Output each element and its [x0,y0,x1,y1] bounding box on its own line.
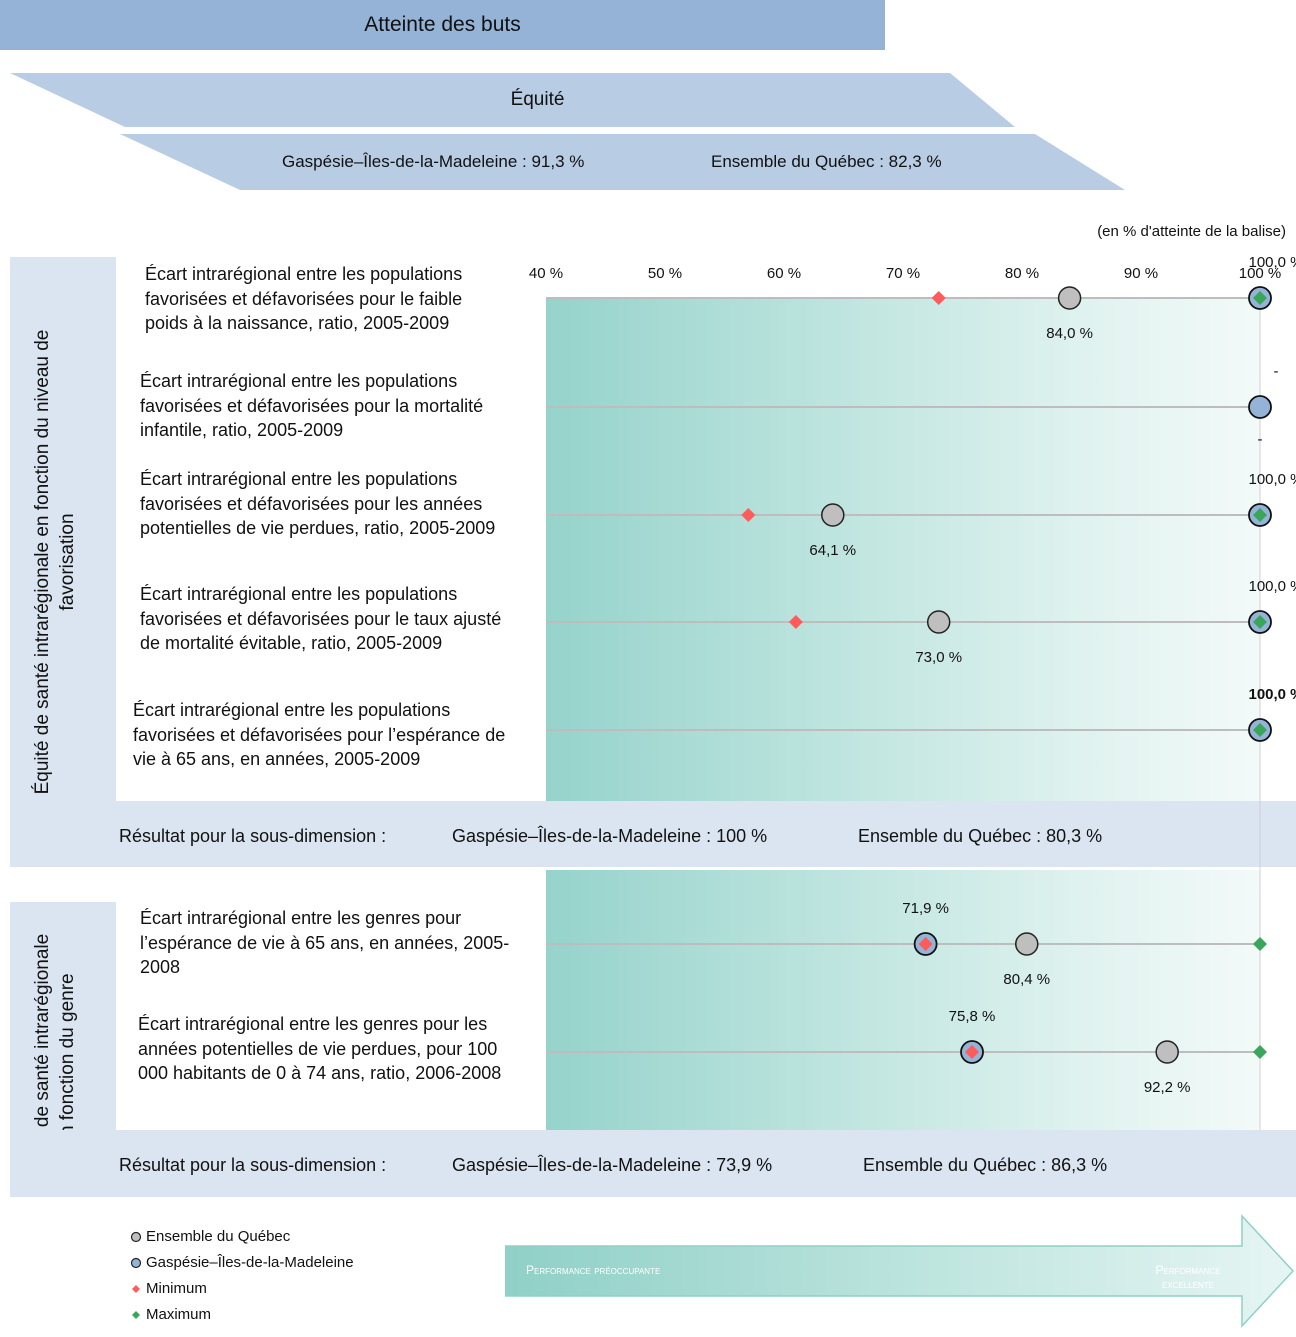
legend-region-label: Gaspésie–Îles-de-la-Madeleine [146,1254,354,1271]
quebec-value-label: 64,1 % [809,542,857,559]
indicator-label: Écart intrarégional entre les population… [145,264,463,333]
legend-max: Maximum [130,1302,354,1328]
score-band: Gaspésie–Îles-de-la-Madeleine : 91,3 % E… [120,134,1125,190]
quebec-marker [821,503,845,527]
quebec-marker [926,610,951,634]
legend-min: Minimum [130,1276,354,1302]
region-value-label: 100,0 % [1248,471,1296,488]
section1-gradient [546,297,1260,801]
indicator-label: Écart intrarégional entre les genres pou… [140,908,510,977]
quebec-value-label: 80,4 % [1003,971,1051,988]
performance-high-label: Performance excellente [1155,1263,1221,1291]
x-tick-label: 50 % [647,265,683,282]
max-marker [1253,291,1267,305]
x-tick-label: 70 % [885,265,921,282]
legend-region-marker [130,1257,142,1269]
section1-result-label: Résultat pour la sous-dimension : [119,826,387,846]
performance-arrow [505,1214,1295,1328]
goal-title: Atteinte des buts [364,13,521,36]
quebec-marker [1015,932,1039,956]
region-value-label-below: - [1257,431,1263,448]
equity-title: Équité [510,89,565,110]
max-marker [1253,508,1267,522]
min-marker [965,1045,980,1059]
region-value-label: 100,0 % [1248,686,1296,703]
performance-low-label: Performance préoccupante [526,1263,661,1277]
indicator-label: Écart intrarégional entre les population… [140,584,502,653]
region-score: Gaspésie–Îles-de-la-Madeleine : 91,3 % [282,152,585,171]
max-marker [1253,615,1267,629]
legend-region: Gaspésie–Îles-de-la-Madeleine [130,1250,354,1276]
section1-sidebar [10,257,116,867]
region-value-label: 100,0 % [1248,254,1296,271]
legend: Ensemble du Québec Gaspésie–Îles-de-la-M… [130,1224,354,1328]
max-marker [1253,723,1267,737]
legend-min-label: Minimum [146,1280,207,1297]
region-value-label: 71,9 % [902,900,949,917]
legend-min-marker [132,1285,140,1293]
quebec-marker [1057,286,1082,310]
legend-max-label: Maximum [146,1306,212,1323]
section2-result-label: Résultat pour la sous-dimension : [119,1155,387,1175]
max-marker [1253,937,1267,951]
score-band-shape [120,134,1125,190]
region-value-label: 100,0 % [1248,578,1296,595]
goal-banner: Atteinte des buts [0,0,885,50]
indicator-label: Écart intrarégional entre les population… [133,700,506,769]
legend-quebec: Ensemble du Québec [130,1224,354,1250]
x-tick-label: 80 % [1004,265,1040,282]
indicator-label: Écart intrarégional entre les genres pou… [138,1014,502,1083]
x-tick-label: 60 % [766,265,802,282]
section2-result-region: Gaspésie–Îles-de-la-Madeleine : 73,9 % [452,1155,773,1175]
quebec-score: Ensemble du Québec : 82,3 % [711,152,942,171]
min-marker [788,615,803,629]
min-marker [931,291,946,305]
region-value-label: - [1273,363,1279,380]
legend-quebec-marker [130,1231,142,1243]
quebec-value-label: 92,2 % [1143,1079,1191,1096]
max-marker [1253,1045,1267,1059]
quebec-value-label: 73,0 % [915,649,963,666]
quebec-marker [1155,1040,1179,1064]
section1-result-bar: Résultat pour la sous-dimension : Gaspés… [10,801,1296,867]
section2-result-bar: Résultat pour la sous-dimension : Gaspés… [10,1130,1296,1197]
min-marker [741,508,756,522]
x-tick-label: 90 % [1123,265,1159,282]
equity-band-shape [10,73,1015,127]
min-marker [918,937,933,951]
legend-quebec-label: Ensemble du Québec [146,1228,291,1245]
region-value-label: 75,8 % [948,1008,996,1025]
legend-max-marker [132,1311,140,1319]
unit-note: (en % d'atteinte de la balise) [1097,223,1286,240]
indicator-label: Écart intrarégional entre les population… [140,371,484,440]
equity-band: Équité [10,73,1015,127]
region-marker [1248,395,1272,419]
section2-result-quebec: Ensemble du Québec : 86,3 % [863,1155,1108,1175]
x-tick-label: 40 % [528,265,564,282]
section1-result-region: Gaspésie–Îles-de-la-Madeleine : 100 % [452,826,768,846]
quebec-value-label: 84,0 % [1046,325,1093,342]
indicator-chart [546,286,1272,1130]
section2-gradient [546,870,1260,1130]
x-tick-label: 100 % [1238,265,1282,282]
indicator-label: Écart intrarégional entre les population… [140,469,496,538]
section1-result-quebec: Ensemble du Québec : 80,3 % [858,826,1103,846]
